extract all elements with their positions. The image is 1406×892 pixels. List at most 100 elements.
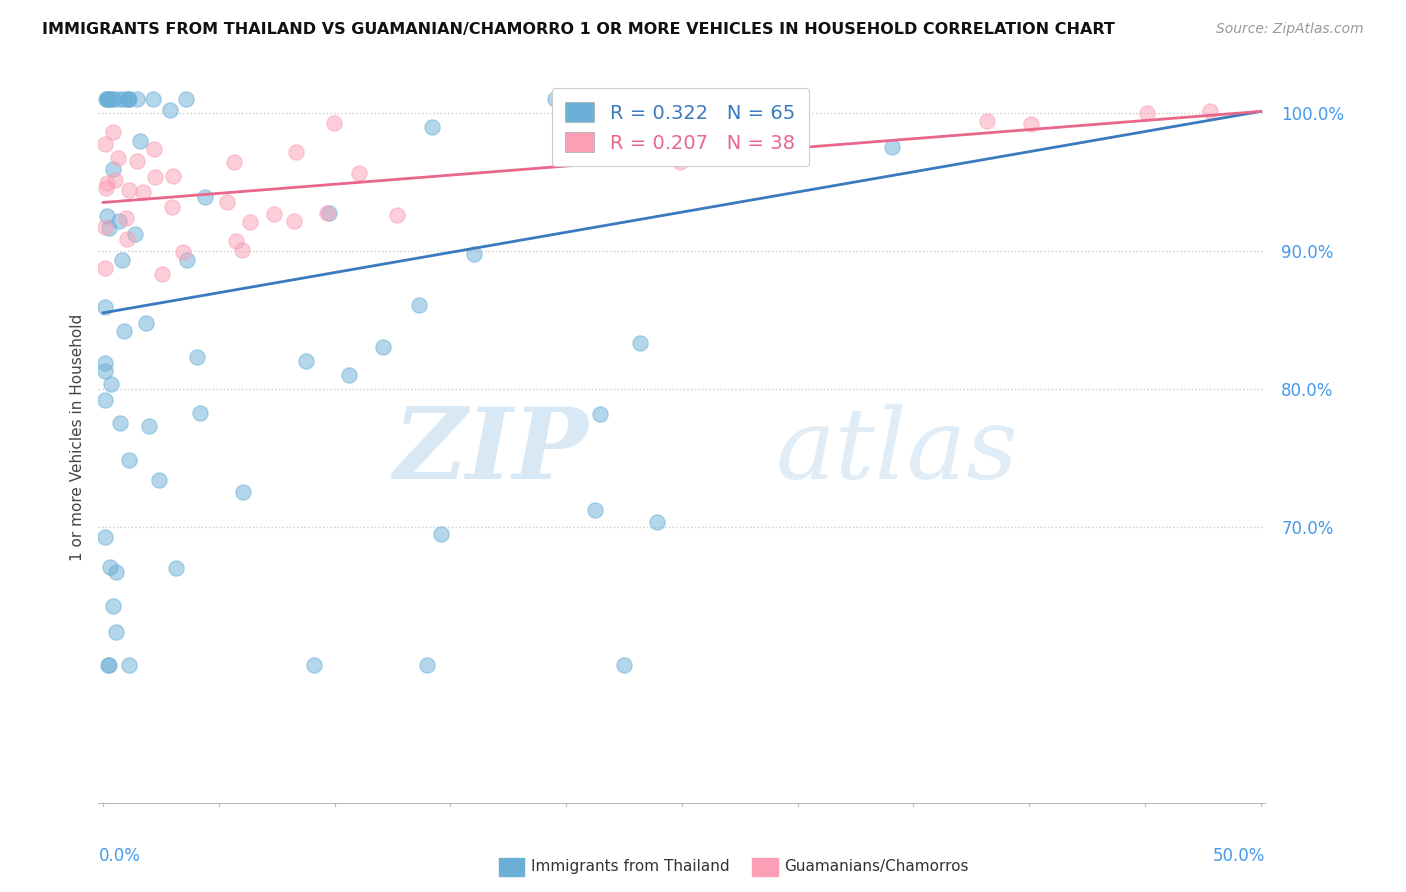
Point — [160, 200, 183, 214]
Point — [142, 142, 165, 156]
Point — [142, 92, 165, 106]
Point — [107, 151, 129, 165]
Point — [263, 207, 285, 221]
Point — [115, 232, 138, 246]
Point — [239, 215, 262, 229]
Point — [194, 190, 217, 204]
Point — [323, 116, 346, 130]
Point — [127, 92, 149, 106]
Text: Immigrants from Thailand: Immigrants from Thailand — [531, 859, 730, 873]
Point — [97, 92, 120, 106]
Point — [104, 173, 127, 187]
Point — [101, 92, 124, 106]
Text: 0.0%: 0.0% — [98, 847, 141, 864]
Point — [124, 227, 146, 242]
Point — [165, 561, 187, 575]
Point — [283, 214, 305, 228]
Point — [232, 485, 254, 500]
Point — [94, 260, 117, 275]
Point — [668, 155, 690, 169]
Point — [589, 407, 612, 421]
Point — [231, 244, 253, 258]
Text: ZIP: ZIP — [394, 403, 589, 500]
Point — [1019, 117, 1042, 131]
Point — [225, 234, 247, 248]
Point — [138, 419, 160, 434]
Y-axis label: 1 or more Vehicles in Household: 1 or more Vehicles in Household — [69, 313, 84, 561]
Point — [94, 530, 117, 544]
Point — [125, 154, 148, 169]
Point — [1198, 104, 1220, 119]
Point — [94, 136, 117, 151]
Point — [117, 92, 139, 106]
Point — [115, 211, 138, 226]
Point — [118, 183, 141, 197]
Point — [117, 92, 139, 106]
Point — [347, 166, 370, 180]
Point — [976, 113, 998, 128]
Point — [623, 105, 645, 120]
Point — [284, 145, 307, 160]
Text: Source: ZipAtlas.com: Source: ZipAtlas.com — [1216, 22, 1364, 37]
Point — [105, 624, 128, 639]
Point — [215, 194, 238, 209]
Text: Guamanians/Chamorros: Guamanians/Chamorros — [785, 859, 969, 873]
Point — [101, 599, 124, 613]
Point — [108, 416, 131, 430]
Point — [318, 205, 340, 219]
Point — [112, 92, 135, 106]
Point — [118, 92, 141, 106]
Point — [101, 125, 124, 139]
Point — [172, 245, 194, 260]
Point — [94, 92, 117, 106]
Point — [117, 657, 139, 672]
Point — [94, 356, 117, 370]
Point — [112, 324, 135, 338]
Point — [387, 208, 409, 222]
Text: IMMIGRANTS FROM THAILAND VS GUAMANIAN/CHAMORRO 1 OR MORE VEHICLES IN HOUSEHOLD C: IMMIGRANTS FROM THAILAND VS GUAMANIAN/CH… — [42, 22, 1115, 37]
Point — [101, 161, 124, 176]
Point — [135, 316, 157, 330]
Point — [430, 526, 453, 541]
Point — [118, 453, 141, 467]
Point — [94, 219, 117, 234]
Point — [107, 92, 129, 106]
Point — [371, 340, 394, 354]
Point — [224, 155, 246, 169]
Point — [101, 92, 124, 106]
Point — [97, 92, 120, 106]
Point — [613, 657, 636, 672]
Point — [98, 559, 121, 574]
Point — [316, 205, 339, 219]
Point — [1136, 105, 1159, 120]
Point — [96, 176, 118, 190]
Point — [190, 406, 212, 420]
Point — [94, 300, 117, 314]
Point — [162, 169, 184, 183]
Point — [128, 134, 150, 148]
Point — [420, 120, 443, 135]
Point — [96, 92, 118, 106]
Point — [96, 181, 118, 195]
Point — [628, 335, 651, 350]
Legend: R = 0.322   N = 65, R = 0.207   N = 38: R = 0.322 N = 65, R = 0.207 N = 38 — [551, 88, 808, 167]
Point — [159, 103, 181, 117]
Text: 50.0%: 50.0% — [1213, 847, 1265, 864]
Point — [408, 298, 430, 312]
Point — [583, 503, 606, 517]
Point — [148, 473, 170, 487]
Point — [94, 364, 117, 378]
Text: atlas: atlas — [775, 404, 1018, 500]
Point — [174, 92, 197, 106]
Point — [186, 350, 208, 364]
Point — [108, 213, 131, 227]
Point — [94, 393, 117, 408]
Point — [97, 220, 120, 235]
Point — [96, 209, 118, 223]
Point — [302, 657, 325, 672]
Point — [544, 92, 567, 106]
Point — [111, 252, 134, 267]
Point — [295, 353, 318, 368]
Point — [150, 267, 173, 281]
Point — [647, 515, 669, 529]
